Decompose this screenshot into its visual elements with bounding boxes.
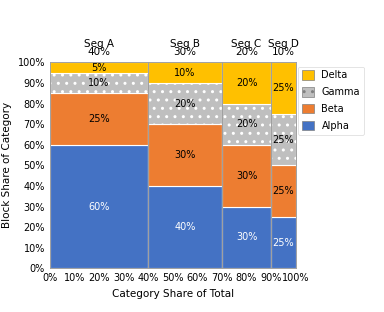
- Bar: [222, 207, 271, 268]
- Text: 10%: 10%: [88, 78, 110, 88]
- Text: 25%: 25%: [273, 134, 294, 145]
- Bar: [50, 145, 148, 268]
- Text: Seg B: Seg B: [170, 39, 200, 49]
- Bar: [148, 62, 222, 83]
- Bar: [148, 83, 222, 124]
- Bar: [50, 73, 148, 93]
- Text: 20%: 20%: [236, 119, 257, 129]
- Text: 30%: 30%: [236, 171, 257, 181]
- Text: 25%: 25%: [273, 83, 294, 93]
- Text: 20%: 20%: [236, 78, 257, 88]
- Text: Seg A: Seg A: [84, 39, 114, 49]
- Text: 25%: 25%: [273, 186, 294, 196]
- Bar: [222, 145, 271, 207]
- Text: Seg D: Seg D: [268, 39, 299, 49]
- Text: 25%: 25%: [88, 114, 110, 124]
- Text: 30%: 30%: [174, 47, 197, 57]
- Text: 20%: 20%: [235, 47, 258, 57]
- Text: 5%: 5%: [91, 62, 107, 73]
- Text: 40%: 40%: [174, 222, 196, 232]
- Text: 30%: 30%: [174, 150, 196, 160]
- Bar: [271, 62, 296, 114]
- Y-axis label: Block Share of Category: Block Share of Category: [2, 102, 12, 228]
- Bar: [222, 62, 271, 104]
- Text: 10%: 10%: [174, 68, 196, 78]
- Bar: [222, 104, 271, 145]
- Text: 30%: 30%: [236, 232, 257, 242]
- Text: 10%: 10%: [272, 47, 295, 57]
- Legend: Delta, Gamma, Beta, Alpha: Delta, Gamma, Beta, Alpha: [298, 66, 364, 135]
- Text: 60%: 60%: [88, 202, 110, 212]
- Bar: [148, 124, 222, 186]
- Bar: [271, 165, 296, 217]
- X-axis label: Category Share of Total: Category Share of Total: [112, 289, 234, 299]
- Bar: [271, 217, 296, 268]
- Text: Seg C: Seg C: [232, 39, 262, 49]
- Bar: [50, 93, 148, 145]
- Bar: [50, 62, 148, 73]
- Text: 40%: 40%: [88, 47, 111, 57]
- Text: 25%: 25%: [273, 237, 294, 248]
- Text: 20%: 20%: [174, 99, 196, 109]
- Bar: [148, 186, 222, 268]
- Bar: [271, 114, 296, 165]
